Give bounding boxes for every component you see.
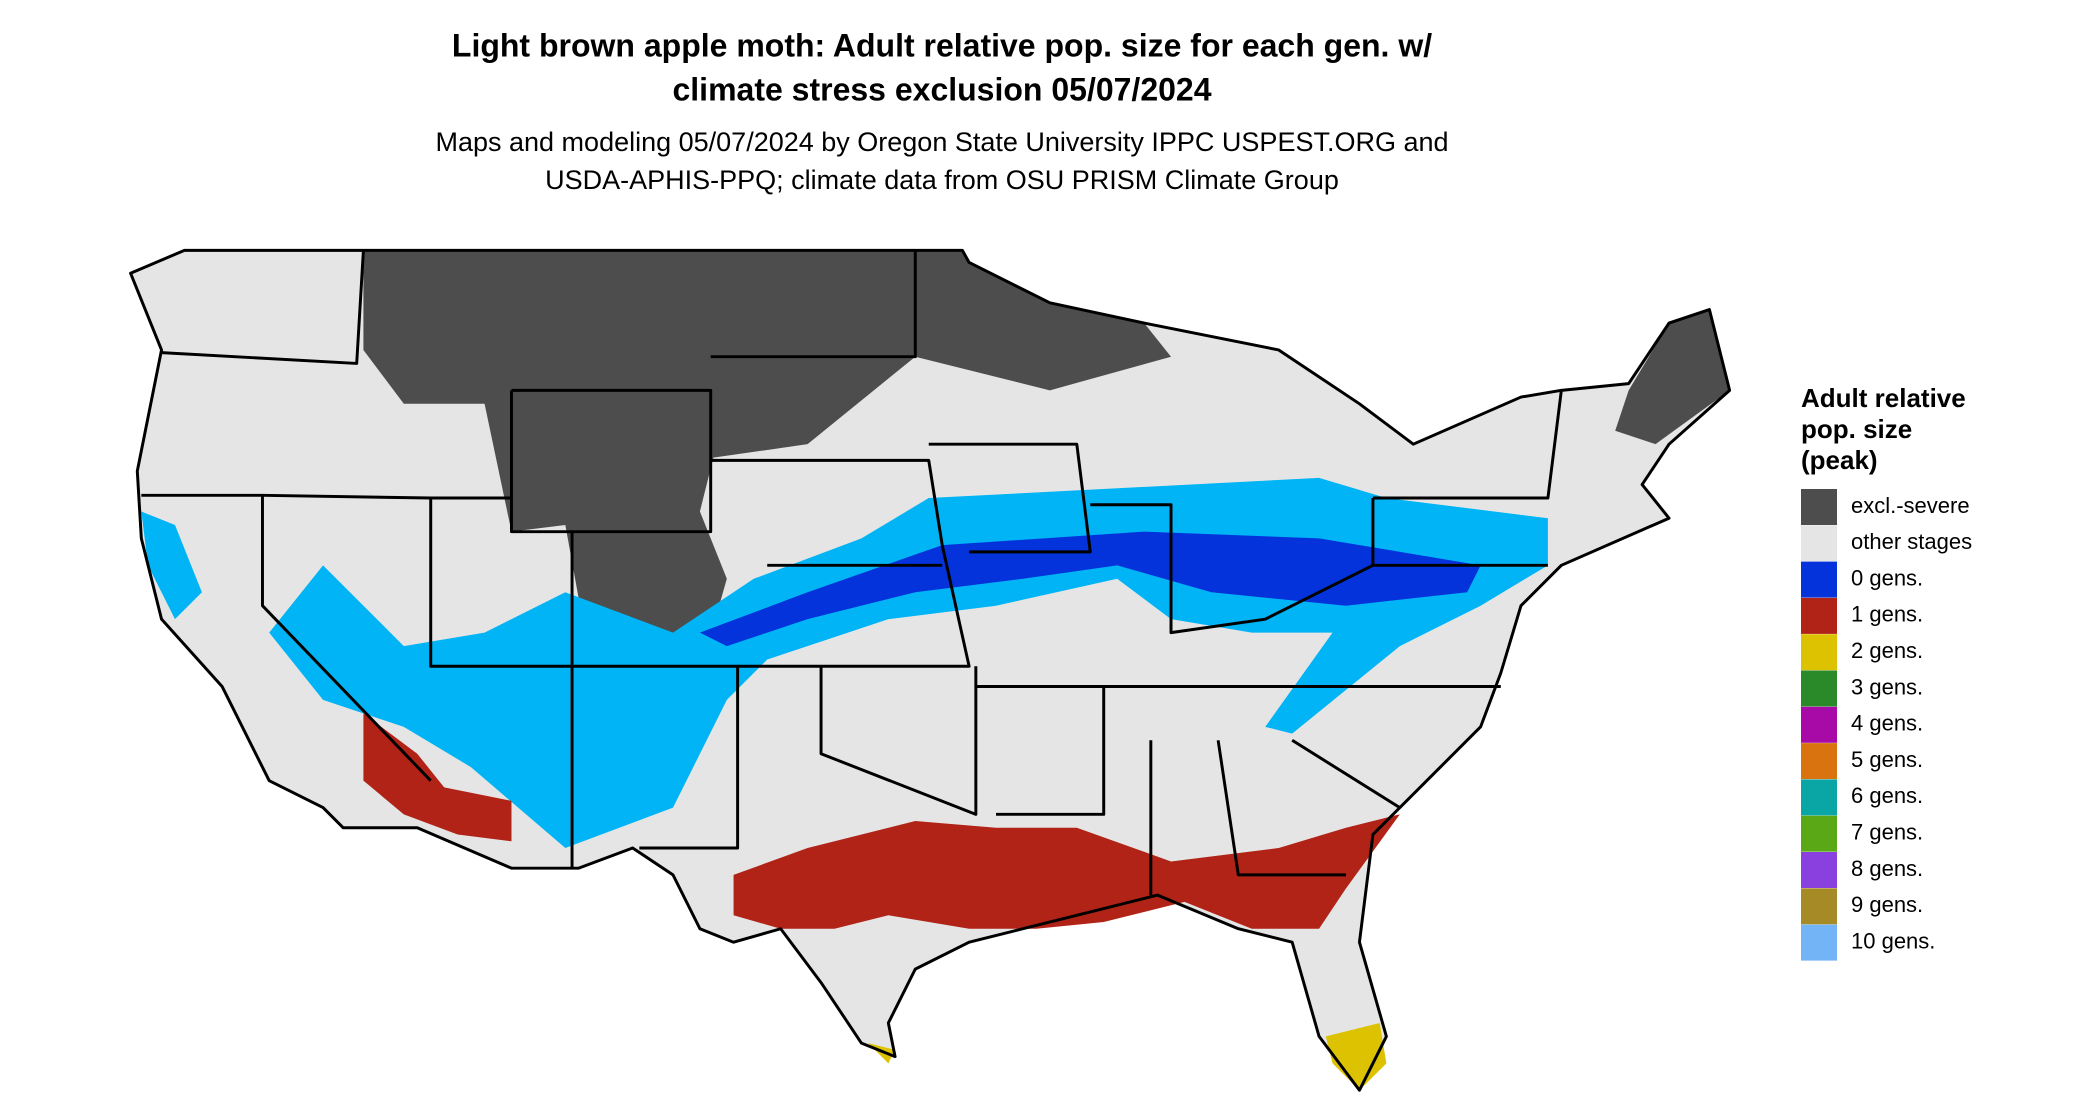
state-line [1291, 739, 1401, 809]
legend-label: 9 gens. [1851, 892, 1923, 917]
state-line [1090, 498, 1375, 635]
legend-label: 6 gens. [1851, 783, 1923, 808]
state-line [710, 250, 917, 359]
legend-swatch [1801, 489, 1837, 525]
state-borders [129, 248, 1732, 1092]
legend-swatch [1801, 706, 1837, 743]
legend: excl.-severe other stages 0 gens. 1 gens. 2 … [1801, 489, 1972, 961]
legend-swatch [1801, 561, 1837, 598]
subtitle: Maps and modeling 05/07/2024 by Oregon S… [435, 127, 1448, 157]
legend-label: 8 gens. [1851, 856, 1923, 881]
state-line [429, 498, 574, 869]
state-line [161, 250, 365, 365]
legend-title: (peak) [1801, 445, 1878, 475]
title: Light brown apple moth: Adult relative p… [452, 27, 1432, 63]
legend-label: excl.-severe [1851, 493, 1970, 518]
state-line [141, 493, 512, 500]
legend-label: other stages [1851, 529, 1972, 554]
legend-label: 1 gens. [1851, 602, 1923, 627]
legend-title: Adult relative [1801, 383, 1966, 413]
state-line [1216, 740, 1346, 877]
subtitle: USDA-APHIS-PPQ; climate data from OSU PR… [545, 165, 1339, 195]
zone-1-gens [733, 814, 1400, 929]
legend-label: 3 gens. [1851, 674, 1923, 699]
legend-swatch [1801, 743, 1837, 780]
excluded-region [363, 250, 1172, 673]
legend-swatch [1801, 597, 1837, 634]
state-line [710, 458, 971, 668]
legend-swatch [1801, 670, 1837, 707]
legend-label: 0 gens. [1851, 565, 1923, 590]
excluded-region [1615, 309, 1730, 445]
zone-0-gens [699, 531, 1481, 647]
legend-swatch [1801, 924, 1837, 961]
zone-cyan [141, 511, 202, 620]
zone-1-gens [363, 713, 512, 842]
legend-title: pop. size [1801, 414, 1912, 444]
legend-swatch [1801, 634, 1837, 671]
state-line [819, 666, 978, 816]
us-map [129, 248, 1732, 1092]
legend-label: 10 gens. [1851, 928, 1935, 953]
legend-swatch [1801, 888, 1837, 925]
state-line [509, 388, 713, 534]
state-line [260, 495, 432, 782]
us-outline [129, 248, 1732, 1092]
legend-label: 5 gens. [1851, 747, 1923, 772]
legend-swatch [1801, 525, 1837, 562]
legend-label: 2 gens. [1851, 638, 1923, 663]
title: climate stress exclusion 05/07/2024 [672, 71, 1211, 107]
legend-swatch [1801, 779, 1837, 816]
legend-label: 4 gens. [1851, 711, 1923, 736]
legend-label: 7 gens. [1851, 820, 1923, 845]
legend-swatch [1801, 815, 1837, 852]
state-line [1372, 390, 1563, 500]
legend-swatch [1801, 852, 1837, 888]
state-line [975, 684, 1106, 816]
zone-2-gens [1325, 1022, 1387, 1091]
state-line [928, 442, 1092, 554]
